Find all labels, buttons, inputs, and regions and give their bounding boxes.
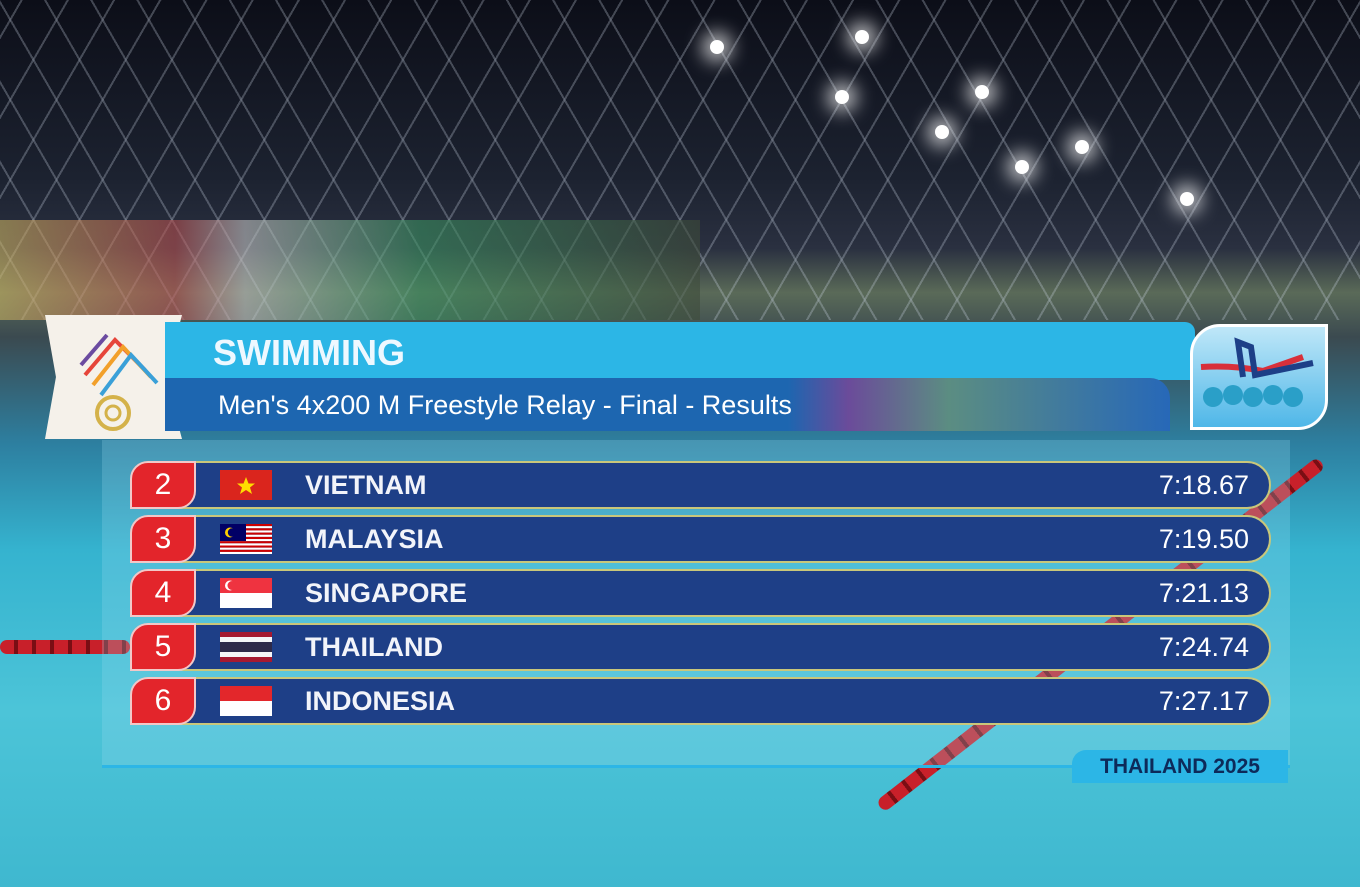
rank-badge: 5 — [130, 623, 196, 671]
country-name: VIETNAM — [305, 470, 427, 500]
stadium-light — [855, 30, 869, 44]
games-logo — [45, 315, 182, 439]
row-bar — [170, 677, 1271, 725]
stadium-light — [1075, 140, 1089, 154]
stadium-light — [1180, 192, 1194, 206]
result-row: 2 VIETNAM 7:18.67 — [130, 461, 1271, 509]
country-name: THAILAND — [305, 632, 443, 662]
result-time: 7:24.74 — [1158, 632, 1249, 662]
header-band — [165, 322, 1195, 380]
event-badge: THAILAND 2025 — [1072, 750, 1288, 783]
malaysia-flag-icon — [220, 524, 272, 554]
stadium-light — [935, 125, 949, 139]
event-band — [165, 378, 1170, 431]
result-row: 6 INDONESIA 7:27.17 — [130, 677, 1271, 725]
country-name: SINGAPORE — [305, 578, 468, 608]
sport-title: SWIMMING — [213, 332, 405, 373]
row-bar — [170, 515, 1271, 563]
result-time: 7:27.17 — [1158, 686, 1249, 716]
indonesia-flag-icon — [220, 686, 272, 716]
lane-rope — [0, 640, 130, 654]
row-bar — [170, 569, 1271, 617]
result-row: 5 THAILAND 7:24.74 — [130, 623, 1271, 671]
rank-badge: 2 — [130, 461, 196, 509]
row-bar — [170, 461, 1271, 509]
stadium-light — [1015, 160, 1029, 174]
spectator-stands — [0, 220, 700, 320]
result-time: 7:21.13 — [1158, 578, 1249, 608]
singapore-flag-icon — [220, 578, 272, 608]
stadium-light — [975, 85, 989, 99]
event-title: Men's 4x200 M Freestyle Relay - Final - … — [218, 390, 792, 420]
country-name: MALAYSIA — [305, 524, 444, 554]
row-bar — [170, 623, 1271, 671]
swimming-pictogram-icon — [1190, 324, 1328, 430]
country-name: INDONESIA — [305, 686, 456, 716]
result-row: 4 SINGAPORE 7:21.13 — [130, 569, 1271, 617]
thailand-flag-icon — [220, 632, 272, 662]
result-row: 3 MALAYSIA 7:19.50 — [130, 515, 1271, 563]
result-time: 7:18.67 — [1158, 470, 1249, 500]
rank-badge: 4 — [130, 569, 196, 617]
rank-badge: 3 — [130, 515, 196, 563]
result-time: 7:19.50 — [1158, 524, 1249, 554]
vietnam-flag-icon — [220, 470, 272, 500]
stadium-light — [710, 40, 724, 54]
rank-badge: 6 — [130, 677, 196, 725]
stadium-light — [835, 90, 849, 104]
